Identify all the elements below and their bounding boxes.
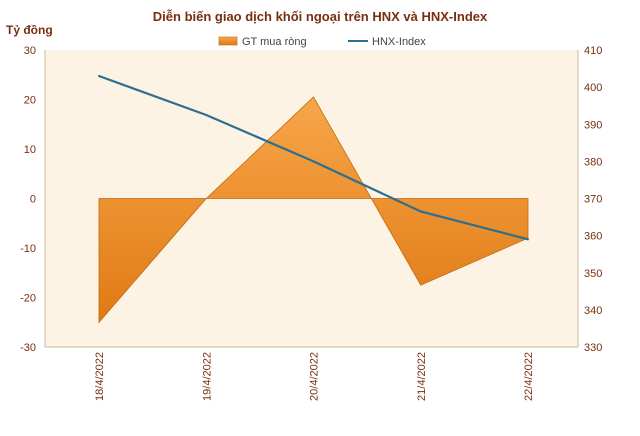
right-tick-label: 400 — [584, 82, 602, 94]
legend-label-line: HNX-Index — [372, 36, 426, 48]
line-point — [312, 160, 315, 163]
right-tick-label: 330 — [584, 342, 602, 354]
x-tick-label: 19/4/2022 — [201, 352, 213, 401]
x-tick-label: 22/4/2022 — [523, 352, 535, 401]
x-axis-ticks: 18/4/2022 19/4/2022 20/4/2022 21/4/2022 22/4… — [94, 352, 535, 401]
right-tick-label: 370 — [584, 194, 602, 206]
left-tick-label: 10 — [24, 144, 36, 156]
right-tick-label: 410 — [584, 45, 602, 57]
bar-series-shape — [98, 96, 529, 324]
left-tick-label: -20 — [20, 293, 36, 305]
bar-point — [205, 198, 207, 199]
left-axis-unit: Tỷ đồng — [6, 23, 53, 37]
bar-series — [98, 96, 529, 324]
x-tick-label: 20/4/2022 — [309, 352, 321, 401]
legend-label-bar: GT mua ròng — [242, 36, 307, 48]
line-point — [419, 210, 422, 213]
x-tick-label: 21/4/2022 — [416, 352, 428, 401]
right-axis-ticks: 410 400 390 380 370 360 350 340 330 — [584, 45, 602, 354]
left-tick-label: 0 — [30, 194, 36, 206]
legend: GT mua ròng HNX-Index — [218, 36, 426, 48]
bar-point — [313, 96, 314, 98]
left-axis-ticks: 30 20 10 0 -10 -20 -30 — [20, 45, 36, 354]
left-tick-label: -10 — [20, 243, 36, 255]
right-tick-label: 350 — [584, 268, 602, 280]
right-tick-label: 360 — [584, 231, 602, 243]
line-point — [527, 238, 529, 241]
right-tick-label: 390 — [584, 119, 602, 131]
left-tick-label: 20 — [24, 95, 36, 107]
legend-swatch-bar — [218, 36, 238, 46]
chart-title: Diễn biến giao dịch khối ngoại trên HNX … — [153, 9, 488, 24]
right-tick-label: 380 — [584, 156, 602, 168]
x-tick-label: 18/4/2022 — [94, 352, 106, 401]
left-tick-label: 30 — [24, 45, 36, 57]
right-tick-label: 340 — [584, 305, 602, 317]
line-series — [98, 74, 529, 241]
line-point — [205, 113, 208, 116]
bar-point — [420, 284, 422, 286]
left-tick-label: -30 — [20, 342, 36, 354]
line-point — [98, 74, 100, 77]
bar-point — [98, 321, 100, 323]
